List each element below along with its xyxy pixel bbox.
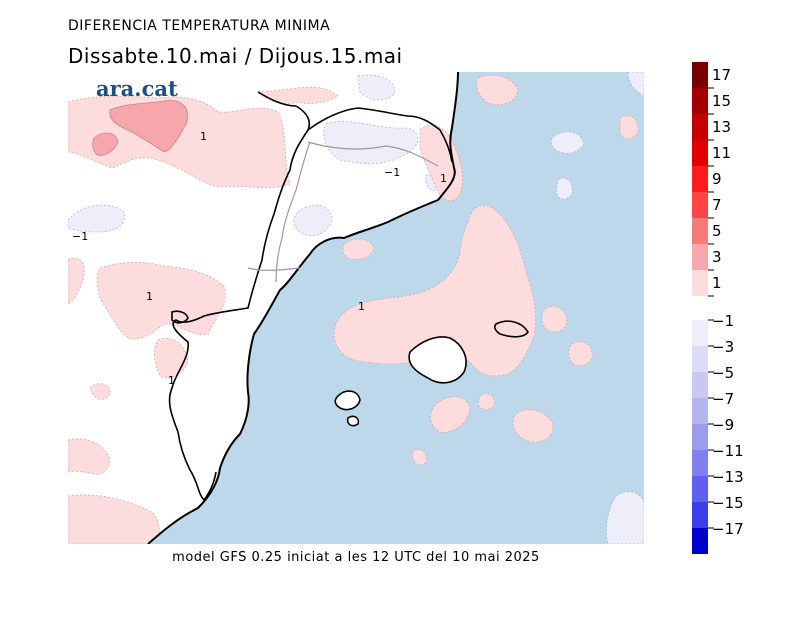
legend-swatch-warm [692, 270, 708, 296]
warm-zone-delta [342, 238, 375, 260]
legend-label: −9 [712, 416, 734, 434]
contour-label: 1 [358, 300, 365, 313]
legend-label: −5 [712, 364, 734, 382]
warm-zone-strong-west [92, 132, 119, 156]
warm-zone-southwest [68, 438, 110, 475]
legend-label: 1 [712, 274, 722, 292]
contour-label: 1 [440, 172, 447, 185]
legend-labels: 17 15 13 11 9 7 5 3 1 −1 −3 −5 −7 −9 −11 −13 −15 −17 [708, 66, 744, 538]
aragon-border-detail [171, 310, 189, 324]
warm-zone-south-1 [568, 341, 593, 367]
legend-swatch-warm [692, 244, 708, 270]
warm-zone-south-2 [430, 396, 471, 433]
warm-zone-southwest-2 [68, 494, 160, 544]
legend-label: 15 [712, 92, 731, 110]
legend-label: −1 [712, 312, 734, 330]
cool-zone-sea-north [627, 72, 644, 97]
legend-label: −17 [712, 520, 744, 538]
legend-swatch-warm [692, 88, 708, 114]
warm-zone-west-edge [68, 257, 85, 305]
legend-swatch-cool [692, 502, 708, 528]
coastline [147, 72, 459, 544]
formentera-island [346, 415, 360, 427]
warm-zone-east-edge [619, 115, 639, 140]
warm-zone-south-4 [512, 409, 554, 443]
legend-label: 7 [712, 196, 722, 214]
legend-label: −15 [712, 494, 744, 512]
legend-swatch-cool [692, 528, 708, 554]
temperature-difference-map: 1 1 1 1 1 −1 −1 [68, 72, 644, 544]
color-scale-legend: 17 15 13 11 9 7 5 3 1 −1 −3 −5 −7 −9 −11 −13 −15 −17 [692, 62, 744, 554]
contour-label: 1 [146, 290, 153, 303]
legend-swatch-cool [692, 320, 708, 346]
ara-cat-logo: ara.cat [96, 76, 178, 101]
warm-zone-north-sea [476, 74, 519, 106]
warm-zone-ebro [154, 337, 189, 379]
ibiza-island [334, 390, 361, 411]
legend-label: 13 [712, 118, 731, 136]
contour-label: 1 [200, 130, 207, 143]
legend-swatch-warm [692, 192, 708, 218]
legend-swatch-cool [692, 398, 708, 424]
cool-zone-west [68, 204, 126, 233]
model-caption: model GFS 0.25 iniciat a les 12 UTC del … [172, 550, 540, 565]
mallorca-island [408, 336, 467, 384]
cool-zone-sea-1 [550, 131, 585, 154]
warm-zone-menorca-east [541, 305, 568, 333]
legend-swatch-warm [692, 62, 708, 88]
cool-zone-sea-east [606, 491, 644, 544]
legend-swatch-warm [692, 166, 708, 192]
cool-zone-north [323, 121, 419, 164]
chart-title: DIFERENCIA TEMPERATURA MINIMA [68, 18, 331, 34]
warm-zone-north-east [257, 86, 339, 104]
date-range-subtitle: Dissabte.10.mai / Dijous.15.mai [68, 44, 403, 68]
contour-label: 1 [168, 374, 175, 387]
legend-label: 11 [712, 144, 731, 162]
legend-swatch-cool [692, 450, 708, 476]
legend-label: 3 [712, 248, 722, 266]
legend-label: −13 [712, 468, 744, 486]
legend-swatch-cool [692, 372, 708, 398]
menorca-island [494, 320, 529, 338]
legend-label: 5 [712, 222, 722, 240]
warm-zone-south-3 [477, 393, 495, 410]
legend-label: −7 [712, 390, 734, 408]
legend-label: −3 [712, 338, 734, 356]
legend-swatch-cool [692, 424, 708, 450]
legend-swatch-warm [692, 140, 708, 166]
cool-zone-north-strip [357, 74, 395, 101]
warm-zone-strong-north [109, 99, 188, 153]
pyrenees-border [168, 91, 311, 502]
legend-swatch-warm [692, 218, 708, 244]
contour-label: −1 [72, 230, 88, 243]
cool-zone-sea-2 [555, 177, 573, 200]
legend-warm-scale [692, 62, 708, 296]
catalonia-province-border [247, 141, 439, 283]
legend-cool-scale [692, 320, 708, 554]
legend-label: −11 [712, 442, 744, 460]
legend-swatch-cool [692, 346, 708, 372]
legend-label: 17 [712, 66, 731, 84]
france-border-east [307, 107, 453, 163]
legend-swatch-cool [692, 476, 708, 502]
contour-label: −1 [384, 166, 400, 179]
legend-label: 9 [712, 170, 722, 188]
warm-zone-south-5 [411, 449, 427, 466]
cool-zone-central [293, 204, 333, 236]
warm-zone-small-west [89, 383, 111, 400]
legend-swatch-warm [692, 114, 708, 140]
